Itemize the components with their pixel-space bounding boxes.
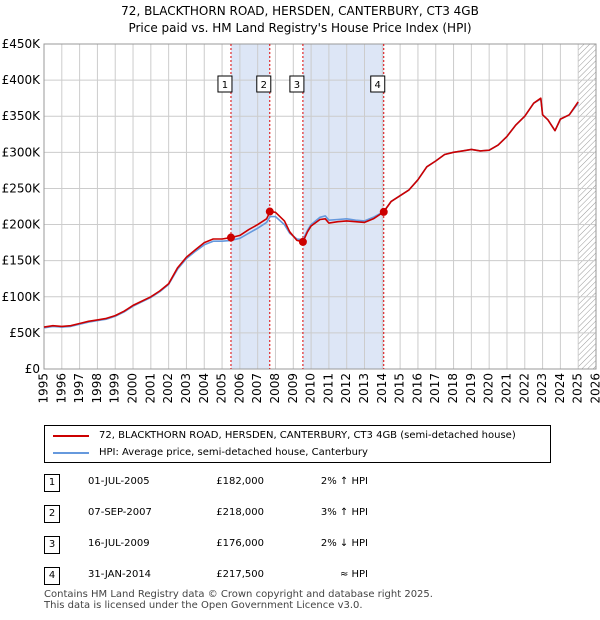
chart-title-line1: 72, BLACKTHORN ROAD, HERSDEN, CANTERBURY… [121, 4, 479, 18]
sale-date: 07-SEP-2007 [88, 507, 152, 518]
marker-box: 4 [44, 567, 60, 585]
y-tick-label: £0 [25, 362, 40, 376]
x-tick-label: 1996 [54, 373, 68, 404]
x-tick-label: 2004 [197, 373, 211, 404]
annotation-label-4: 4 [375, 80, 381, 91]
x-tick-label: 1997 [72, 373, 86, 404]
y-tick-label: £300K [2, 145, 42, 159]
y-tick-label: £450K [2, 37, 42, 51]
sale-date: 16-JUL-2009 [88, 538, 150, 549]
future-hatch [578, 44, 596, 369]
legend-swatch-hpi [53, 451, 89, 454]
annotation-label-3: 3 [294, 80, 300, 91]
x-tick-label: 2007 [250, 373, 264, 404]
y-tick-label: £50K [9, 326, 41, 340]
x-tick-label: 2013 [357, 373, 371, 404]
marker-box: 2 [44, 505, 60, 523]
x-tick-label: 2003 [179, 373, 193, 404]
y-tick-label: £100K [2, 290, 42, 304]
legend-label-property: 72, BLACKTHORN ROAD, HERSDEN, CANTERBURY… [99, 430, 516, 441]
legend-item-hpi: HPI: Average price, semi-detached house,… [53, 447, 368, 458]
x-tick-label: 2023 [535, 373, 549, 404]
sale-marker-3 [298, 237, 307, 246]
marker-box: 1 [44, 474, 60, 492]
x-tick-label: 2024 [553, 373, 567, 404]
chart-title-line2: Price paid vs. HM Land Registry's House … [128, 21, 472, 35]
marker-box: 3 [44, 536, 60, 554]
x-tick-label: 1999 [108, 373, 122, 404]
x-tick-label: 2005 [215, 373, 229, 404]
x-tick-label: 2015 [393, 373, 407, 404]
plot-frame [43, 43, 597, 370]
legend-label-hpi: HPI: Average price, semi-detached house,… [99, 447, 368, 458]
y-tick-label: £350K [2, 109, 42, 123]
x-tick-label: 2019 [464, 373, 478, 404]
annotation-label-1: 1 [222, 80, 228, 91]
x-tick-label: 2011 [321, 373, 335, 404]
x-tick-label: 2008 [268, 373, 282, 404]
shaded-period-1 [230, 44, 270, 369]
y-tick-label: £400K [2, 73, 42, 87]
sale-marker-1 [226, 233, 235, 242]
sale-date: 01-JUL-2005 [88, 476, 150, 487]
x-tick-label: 2021 [499, 373, 513, 404]
x-tick-label: 2002 [161, 373, 175, 404]
y-tick-label: £250K [2, 181, 42, 195]
sale-price: £218,000 [216, 507, 264, 518]
x-tick-label: 2000 [126, 373, 140, 404]
x-tick-label: 2020 [482, 373, 496, 404]
x-tick-label: 2016 [410, 373, 424, 404]
x-tick-label: 2006 [232, 373, 246, 404]
annotation-box-3 [289, 75, 305, 93]
x-tick-label: 2009 [286, 373, 300, 404]
sale-marker-2 [265, 207, 274, 216]
hpi-comparison: 2% ↑ HPI [320, 476, 368, 487]
sale-price: £176,000 [216, 538, 264, 549]
x-tick-label: 2001 [143, 373, 157, 404]
x-tick-label: 2022 [517, 373, 531, 404]
annotation-box-1 [217, 75, 233, 93]
sale-price: £182,000 [216, 476, 264, 487]
hpi-comparison: 2% ↓ HPI [320, 538, 368, 549]
price-chart: £0 £50K £100K £150K £200K £250K £300K £350K £400… [2, 37, 600, 404]
x-tick-label: 1995 [37, 373, 51, 404]
legend-swatch-property [53, 434, 89, 437]
chart-legend: 72, BLACKTHORN ROAD, HERSDEN, CANTERBURY… [44, 425, 551, 463]
annotation-box-2 [256, 75, 272, 93]
shaded-period-2 [302, 44, 384, 369]
x-tick-label: 2026 [589, 373, 600, 404]
x-tick-label: 2018 [446, 373, 460, 404]
x-tick-label: 2010 [304, 373, 318, 404]
annotation-label-2: 2 [261, 80, 267, 91]
footer-copyright: Contains HM Land Registry data © Crown c… [44, 589, 433, 600]
sale-marker-4 [379, 207, 388, 216]
annotation-box-4 [370, 75, 386, 93]
x-tick-label: 1998 [90, 373, 104, 404]
footer-license: This data is licensed under the Open Gov… [44, 600, 363, 611]
x-tick-label: 2012 [339, 373, 353, 404]
hpi-comparison: 3% ↑ HPI [320, 507, 368, 518]
x-tick-label: 2025 [571, 373, 585, 404]
x-tick-label: 2014 [375, 373, 389, 404]
license-footer: Contains HM Land Registry data © Crown c… [44, 589, 433, 611]
x-tick-label: 2017 [428, 373, 442, 404]
y-tick-label: £150K [2, 254, 42, 268]
legend-item-property: 72, BLACKTHORN ROAD, HERSDEN, CANTERBURY… [53, 430, 516, 441]
sale-date: 31-JAN-2014 [88, 569, 152, 580]
sale-price: £217,500 [216, 569, 264, 580]
y-tick-label: £200K [2, 218, 42, 232]
property-price-line [43, 97, 579, 328]
hpi-comparison: ≈ HPI [339, 569, 368, 580]
